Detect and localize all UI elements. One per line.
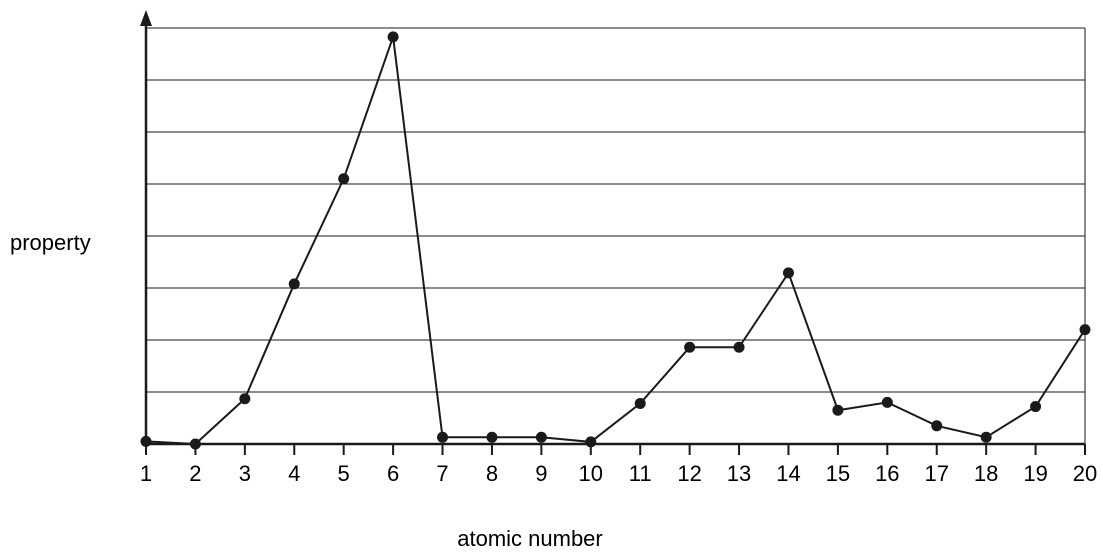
data-point — [239, 393, 251, 405]
x-tick-label: 15 — [826, 461, 850, 486]
x-tick-label: 11 — [629, 461, 652, 486]
data-point — [338, 173, 350, 185]
x-tick-labels: 1 2 3 4 5 6 7 8 9 10 11 12 13 14 15 16 17 18 19 20 — [140, 444, 1097, 486]
y-axis-title: property — [10, 230, 91, 255]
data-point — [782, 267, 794, 279]
x-tick-label: 16 — [875, 461, 899, 486]
x-tick-label: 18 — [974, 461, 998, 486]
data-point — [1079, 324, 1091, 336]
data-point — [288, 278, 300, 290]
data-series — [140, 31, 1091, 450]
x-tick-label: 13 — [727, 461, 751, 486]
data-point — [881, 396, 893, 408]
data-point — [437, 431, 449, 443]
x-tick-label: 5 — [338, 461, 350, 486]
data-point — [634, 397, 646, 409]
data-point — [1030, 401, 1042, 413]
data-point — [684, 341, 696, 353]
x-tick-label: 12 — [677, 461, 701, 486]
x-tick-label: 10 — [579, 461, 603, 486]
x-tick-label: 7 — [436, 461, 448, 486]
series-line — [145, 36, 1086, 446]
y-axis-arrow — [140, 10, 152, 26]
data-point — [486, 431, 498, 443]
data-point — [980, 431, 992, 443]
data-point — [733, 341, 745, 353]
axes — [140, 10, 1085, 446]
x-tick-label: 1 — [140, 461, 152, 486]
x-tick-label: 14 — [776, 461, 800, 486]
x-tick-label: 2 — [189, 461, 201, 486]
x-axis-title: atomic number — [457, 526, 603, 551]
data-point — [931, 420, 943, 432]
x-tick-label: 9 — [535, 461, 547, 486]
data-point — [387, 31, 399, 43]
x-tick-label: 8 — [486, 461, 498, 486]
x-tick-label: 17 — [924, 461, 948, 486]
x-tick-label: 6 — [387, 461, 399, 486]
data-point — [585, 436, 597, 448]
x-tick-label: 20 — [1073, 461, 1097, 486]
x-tick-label: 3 — [239, 461, 251, 486]
x-tick-label: 4 — [288, 461, 300, 486]
gridlines — [146, 27, 1086, 444]
data-point — [832, 404, 844, 416]
x-tick-label: 19 — [1023, 461, 1047, 486]
data-point — [140, 435, 152, 447]
data-point — [535, 431, 547, 443]
